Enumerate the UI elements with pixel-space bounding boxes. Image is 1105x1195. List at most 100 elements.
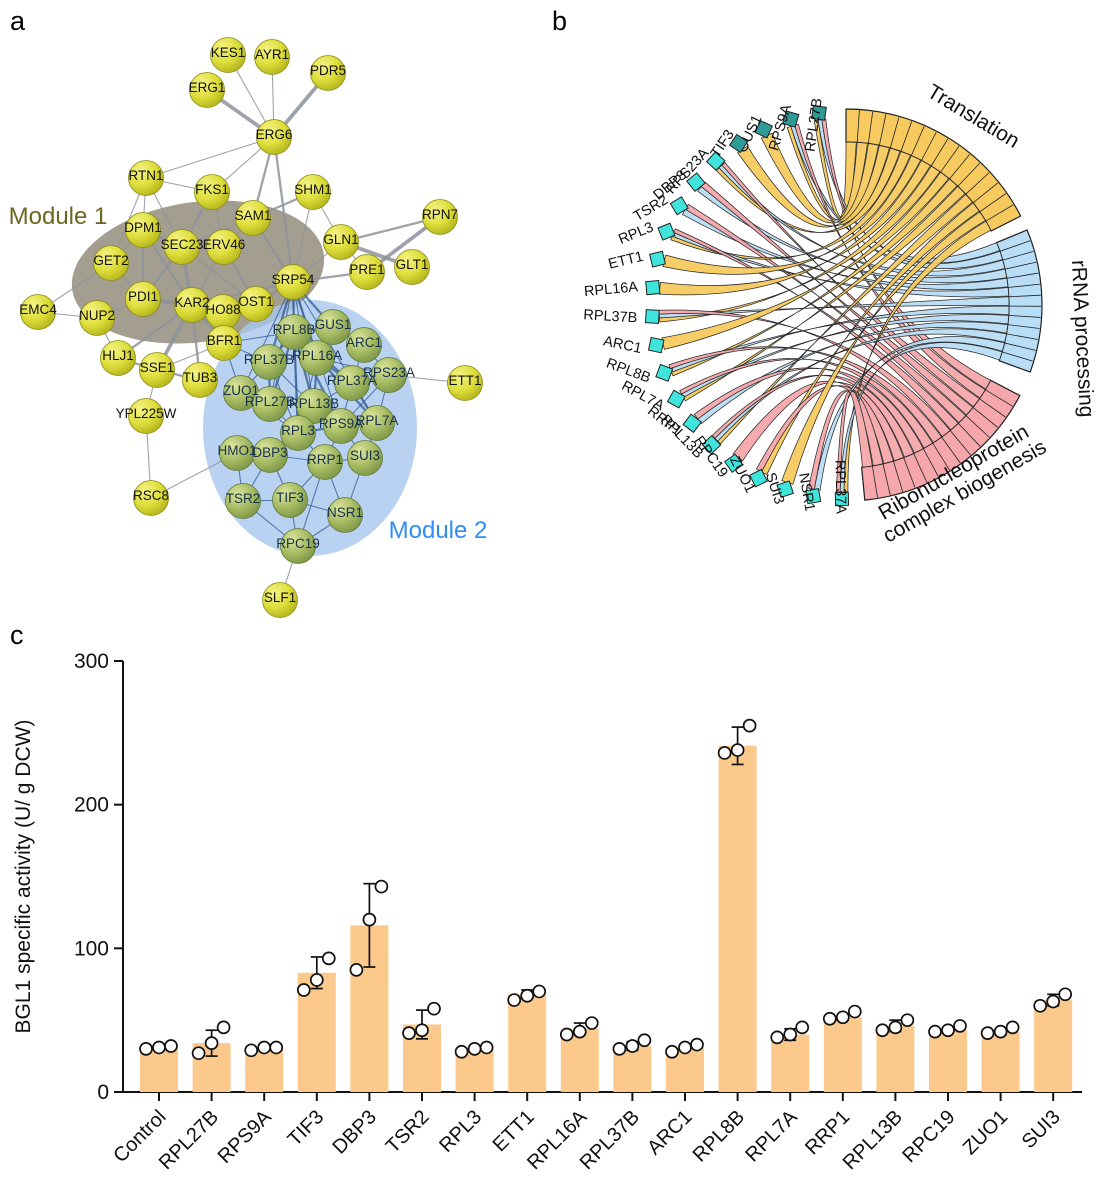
chord-ribbon: [670, 151, 911, 260]
module2-label: Module 2: [389, 517, 488, 544]
network-node-label: PDI1: [128, 289, 158, 304]
network-node-label: DPM1: [124, 220, 162, 235]
network-node: [359, 405, 395, 441]
bar-point: [415, 1023, 429, 1038]
bar-point: [479, 1040, 494, 1055]
network-node: [100, 340, 136, 376]
network-node: [251, 344, 287, 380]
network-node-label: ERG6: [256, 127, 293, 142]
chord-ribbon: [671, 231, 1010, 298]
bar-point: [783, 1027, 798, 1042]
network-node-label: RPC19: [276, 536, 320, 551]
chord-gene-label: TSR2: [631, 192, 671, 225]
chord-ribbon: [715, 147, 901, 233]
chord-band-divider: [900, 121, 913, 152]
x-tick-label: RPC19: [898, 1106, 959, 1167]
network-node: [307, 444, 343, 480]
network-node: [125, 281, 161, 317]
network-node: [252, 386, 288, 422]
bar-point: [993, 1024, 1008, 1039]
bar-point: [980, 1026, 995, 1040]
chord-band-divider: [979, 193, 1007, 213]
chord-band-divider: [957, 162, 981, 187]
network-node-label: NSR1: [327, 505, 363, 520]
chord-band-divider: [1008, 314, 1041, 318]
network-node: [252, 437, 288, 473]
network-node: [272, 482, 308, 518]
network-node-label: SSE1: [140, 360, 175, 375]
chord-band-divider: [940, 145, 960, 173]
chord-band-divider: [932, 442, 950, 471]
bar-point: [1046, 994, 1061, 1009]
network-panel: KES1 AYR1 PDR5 ERG1 ERG6 RTN1 FKS1 SHM1 SAM1 RPN7…: [9, 37, 488, 618]
chord-ribbon: [693, 367, 924, 454]
network-node-label: GET2: [93, 253, 128, 268]
chord-band-divider: [867, 111, 874, 144]
chord-band-divider: [889, 117, 900, 149]
bar-point: [795, 1020, 810, 1035]
network-node-label: GLN1: [323, 232, 358, 247]
chord-gene-square: [666, 389, 686, 409]
network-node: [194, 174, 230, 210]
chord-band-divider: [1007, 324, 1040, 329]
network-node-label: AYR1: [255, 47, 289, 62]
bar: [1034, 1000, 1073, 1092]
chord-ribbon: [843, 220, 992, 493]
chord-gene-square: [686, 172, 706, 192]
chord-band-divider: [957, 422, 981, 447]
bar-point: [900, 1013, 915, 1028]
network-node-label: RPL7A: [356, 413, 399, 428]
bar-point: [1033, 998, 1048, 1013]
network-node-label: RTN1: [128, 168, 163, 183]
network-node-label: YPL225W: [116, 406, 177, 421]
chord-ribbon: [681, 208, 1009, 291]
chord-ribbon: [697, 186, 1008, 284]
bar-point: [257, 1040, 272, 1055]
chord-ribbon: [721, 161, 980, 408]
network-node-label: RPS9A: [319, 416, 363, 431]
bar: [981, 1031, 1020, 1092]
network-node-label: HO88: [205, 302, 240, 317]
chord-ribbon: [668, 346, 943, 444]
bar-point: [532, 984, 547, 999]
bar-point: [244, 1043, 259, 1058]
chord-band-divider: [1001, 351, 1033, 362]
network-node-label: HLJ1: [102, 348, 134, 363]
chord-ribbon: [697, 321, 1009, 425]
bar-point: [296, 983, 311, 997]
chord-band-divider: [882, 463, 891, 496]
bar-point: [584, 1016, 599, 1030]
bar-point: [665, 1044, 679, 1059]
bar: [929, 1030, 967, 1092]
network-node-label: GUS1: [315, 317, 352, 332]
panel-c-label: c: [10, 620, 24, 650]
network-node-label: ARC1: [346, 335, 382, 350]
network-node-label: NUP2: [79, 308, 115, 323]
chord-gene-square: [701, 434, 722, 455]
network-edge: [240, 281, 294, 394]
chord-band-divider: [990, 379, 1020, 396]
network-node-label: TSR2: [226, 491, 261, 506]
network-node: [299, 340, 335, 376]
network-node-label: RSC8: [133, 488, 169, 503]
bar-chart-panel: 0 100 200 300 BGL1 specific activity (U/ g D…: [12, 650, 1082, 1174]
y-tick-label: 100: [74, 937, 109, 960]
network-node-label: SRP54: [272, 272, 315, 287]
chord-ribbon: [661, 171, 950, 350]
bar: [508, 994, 547, 1092]
chord-band-divider: [991, 216, 1020, 232]
module1-label: Module 1: [9, 203, 108, 230]
chord-band-divider: [972, 182, 999, 204]
chord-ribbon: [755, 385, 894, 473]
network-node-label: BFR1: [207, 333, 242, 348]
chord-gene-square: [805, 488, 822, 505]
chord-ribbon: [794, 123, 986, 399]
bar-point: [507, 993, 522, 1007]
bar-point: [559, 1027, 574, 1042]
chord-band-divider: [1008, 294, 1041, 298]
bar-point: [321, 951, 336, 966]
chord-gene-square: [723, 453, 744, 473]
network-node: [254, 39, 290, 75]
network-node: [346, 327, 382, 363]
